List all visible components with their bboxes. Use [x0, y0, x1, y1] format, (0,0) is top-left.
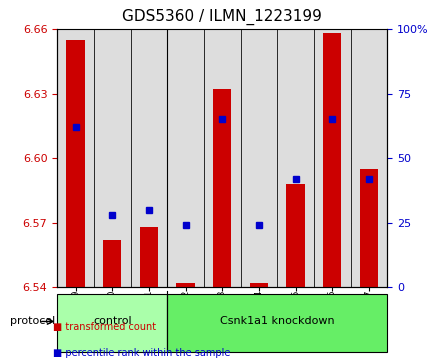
FancyBboxPatch shape — [277, 29, 314, 287]
Text: GSM1278263: GSM1278263 — [218, 290, 227, 350]
Text: protocol: protocol — [10, 317, 55, 326]
Text: GSM1278259: GSM1278259 — [71, 290, 80, 350]
FancyBboxPatch shape — [204, 29, 241, 287]
FancyBboxPatch shape — [351, 29, 387, 287]
FancyBboxPatch shape — [314, 29, 351, 287]
Text: GSM1278265: GSM1278265 — [291, 290, 300, 350]
Text: GSM1278266: GSM1278266 — [328, 290, 337, 350]
Bar — [250, 283, 268, 287]
Bar — [213, 89, 231, 287]
Title: GDS5360 / ILMN_1223199: GDS5360 / ILMN_1223199 — [122, 9, 322, 25]
Text: ■ transformed count: ■ transformed count — [53, 322, 156, 333]
Bar — [66, 40, 85, 287]
FancyBboxPatch shape — [94, 29, 131, 287]
FancyBboxPatch shape — [167, 294, 387, 352]
Bar — [286, 184, 305, 287]
Text: Csnk1a1 knockdown: Csnk1a1 knockdown — [220, 317, 334, 326]
Bar — [323, 33, 341, 287]
Bar — [103, 240, 121, 287]
Text: GSM1278264: GSM1278264 — [254, 290, 264, 350]
Text: GSM1278262: GSM1278262 — [181, 290, 190, 350]
Text: control: control — [93, 317, 132, 326]
Bar — [360, 169, 378, 287]
Text: GSM1278267: GSM1278267 — [364, 290, 374, 350]
Text: GSM1278260: GSM1278260 — [108, 290, 117, 350]
Bar — [176, 283, 194, 287]
Bar — [140, 227, 158, 287]
Text: ■ percentile rank within the sample: ■ percentile rank within the sample — [53, 348, 230, 358]
Text: GSM1278261: GSM1278261 — [144, 290, 154, 350]
FancyBboxPatch shape — [131, 29, 167, 287]
FancyBboxPatch shape — [57, 294, 167, 352]
FancyBboxPatch shape — [57, 29, 94, 287]
FancyBboxPatch shape — [167, 29, 204, 287]
FancyBboxPatch shape — [241, 29, 277, 287]
